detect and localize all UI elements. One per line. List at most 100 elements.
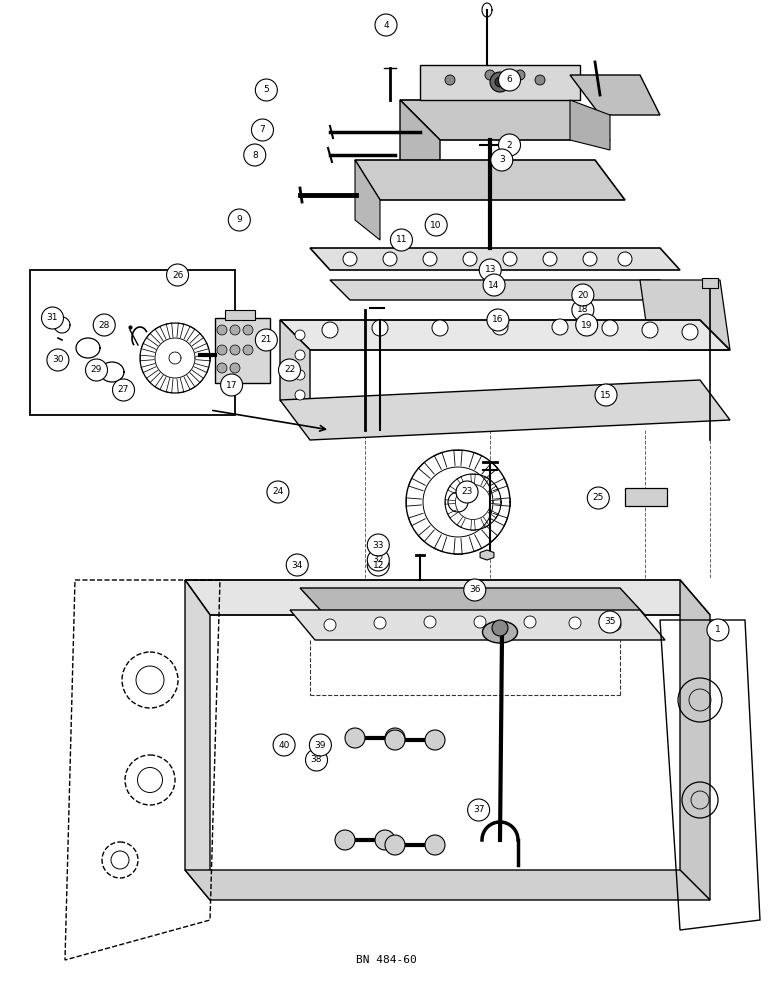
Circle shape bbox=[491, 149, 513, 171]
Text: 29: 29 bbox=[91, 365, 102, 374]
Circle shape bbox=[42, 307, 63, 329]
Circle shape bbox=[335, 830, 355, 850]
Circle shape bbox=[468, 799, 489, 821]
Text: 38: 38 bbox=[311, 756, 322, 764]
Text: 19: 19 bbox=[581, 320, 592, 330]
Text: 30: 30 bbox=[52, 356, 63, 364]
Circle shape bbox=[707, 619, 729, 641]
Circle shape bbox=[572, 299, 594, 321]
Circle shape bbox=[279, 359, 300, 381]
Text: 33: 33 bbox=[373, 540, 384, 550]
Circle shape bbox=[367, 534, 389, 556]
Circle shape bbox=[93, 314, 115, 336]
Circle shape bbox=[609, 619, 621, 631]
Circle shape bbox=[425, 835, 445, 855]
Circle shape bbox=[572, 284, 594, 306]
Circle shape bbox=[499, 134, 520, 156]
Circle shape bbox=[483, 274, 505, 296]
Circle shape bbox=[495, 77, 505, 87]
Circle shape bbox=[217, 325, 227, 335]
Text: 15: 15 bbox=[601, 390, 611, 399]
Text: 21: 21 bbox=[261, 336, 272, 344]
Circle shape bbox=[535, 75, 545, 85]
Circle shape bbox=[267, 481, 289, 503]
Circle shape bbox=[295, 370, 305, 380]
Polygon shape bbox=[420, 65, 580, 100]
Text: 22: 22 bbox=[284, 365, 295, 374]
Circle shape bbox=[252, 119, 273, 141]
Polygon shape bbox=[290, 610, 665, 640]
Circle shape bbox=[256, 329, 277, 351]
Ellipse shape bbox=[482, 621, 517, 643]
Text: 35: 35 bbox=[604, 617, 615, 626]
Circle shape bbox=[487, 309, 509, 331]
Circle shape bbox=[86, 359, 107, 381]
Circle shape bbox=[113, 379, 134, 401]
Circle shape bbox=[474, 616, 486, 628]
Circle shape bbox=[244, 144, 266, 166]
Circle shape bbox=[385, 730, 405, 750]
Text: 3: 3 bbox=[499, 155, 505, 164]
Polygon shape bbox=[280, 320, 730, 350]
Circle shape bbox=[243, 325, 253, 335]
Text: 20: 20 bbox=[577, 290, 588, 300]
Circle shape bbox=[599, 611, 621, 633]
Circle shape bbox=[374, 617, 386, 629]
Circle shape bbox=[295, 330, 305, 340]
Text: 39: 39 bbox=[315, 740, 326, 750]
Text: 18: 18 bbox=[577, 306, 588, 314]
Circle shape bbox=[221, 374, 242, 396]
Polygon shape bbox=[570, 75, 660, 115]
Text: 11: 11 bbox=[396, 235, 407, 244]
Circle shape bbox=[217, 345, 227, 355]
Circle shape bbox=[463, 252, 477, 266]
Circle shape bbox=[47, 349, 69, 371]
Text: 23: 23 bbox=[462, 488, 472, 496]
Text: 17: 17 bbox=[226, 380, 237, 389]
Bar bbox=[625, 488, 667, 506]
Polygon shape bbox=[330, 280, 680, 300]
Bar bbox=[702, 278, 718, 288]
Circle shape bbox=[552, 319, 568, 335]
Circle shape bbox=[587, 487, 609, 509]
Circle shape bbox=[490, 72, 510, 92]
Text: 27: 27 bbox=[118, 385, 129, 394]
Circle shape bbox=[464, 579, 486, 601]
Text: 37: 37 bbox=[473, 806, 484, 814]
Circle shape bbox=[295, 350, 305, 360]
Circle shape bbox=[479, 259, 501, 281]
Circle shape bbox=[230, 325, 240, 335]
Circle shape bbox=[256, 79, 277, 101]
Text: 16: 16 bbox=[493, 316, 503, 324]
Polygon shape bbox=[185, 580, 210, 900]
Circle shape bbox=[432, 320, 448, 336]
Polygon shape bbox=[310, 248, 680, 270]
Text: 6: 6 bbox=[506, 76, 513, 85]
Circle shape bbox=[372, 320, 388, 336]
Circle shape bbox=[595, 384, 617, 406]
Circle shape bbox=[345, 728, 365, 748]
Circle shape bbox=[602, 320, 618, 336]
Circle shape bbox=[576, 314, 598, 336]
Text: 36: 36 bbox=[469, 585, 480, 594]
Circle shape bbox=[367, 554, 389, 576]
Text: 34: 34 bbox=[292, 560, 303, 570]
Text: 24: 24 bbox=[273, 488, 283, 496]
Polygon shape bbox=[400, 100, 610, 140]
Polygon shape bbox=[570, 100, 610, 150]
Circle shape bbox=[286, 554, 308, 576]
Circle shape bbox=[295, 390, 305, 400]
Text: 26: 26 bbox=[172, 270, 183, 279]
Circle shape bbox=[642, 322, 658, 338]
Circle shape bbox=[217, 363, 227, 373]
Circle shape bbox=[524, 616, 536, 628]
Polygon shape bbox=[640, 280, 730, 350]
Circle shape bbox=[385, 728, 405, 748]
Circle shape bbox=[445, 75, 455, 85]
Circle shape bbox=[385, 835, 405, 855]
Text: 2: 2 bbox=[506, 140, 513, 149]
Circle shape bbox=[543, 252, 557, 266]
Text: 32: 32 bbox=[373, 556, 384, 564]
Circle shape bbox=[273, 734, 295, 756]
Circle shape bbox=[515, 70, 525, 80]
